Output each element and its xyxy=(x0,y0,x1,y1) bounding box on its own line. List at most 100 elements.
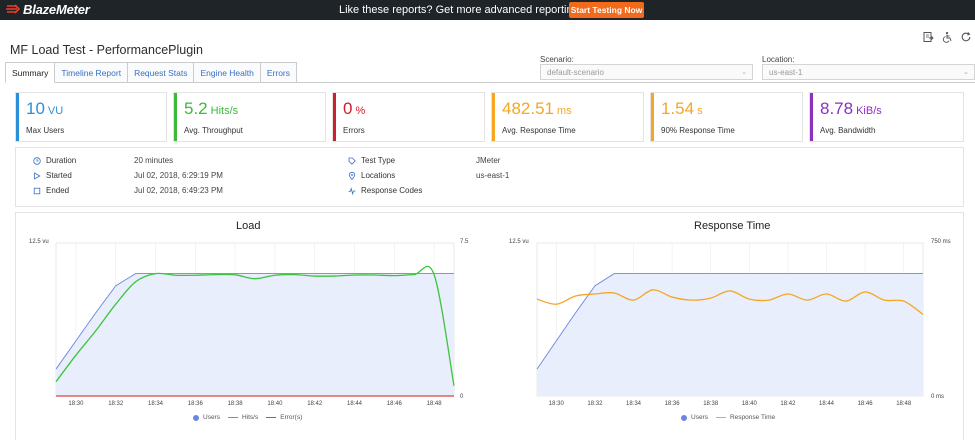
kpi-max-users: 10 VU Max Users xyxy=(15,92,167,142)
tab-engine-health[interactable]: Engine Health xyxy=(194,62,261,83)
started-value: Jul 02, 2018, 6:29:19 PM xyxy=(134,171,223,180)
brand-name: BlazeMeter xyxy=(23,2,90,17)
legend-item-errors[interactable]: Error(s) xyxy=(266,414,302,421)
x-tick-label: 18:42 xyxy=(780,401,796,407)
kpi-avg-throughput: 5.2 Hits/s Avg. Throughput xyxy=(173,92,326,142)
response-left-axis-label: 12.5 vu xyxy=(509,239,529,245)
legend-item-response-time[interactable]: Response Time xyxy=(715,414,775,421)
top-banner: BlazeMeter Like these reports? Get more … xyxy=(0,0,975,20)
scenario-label: Scenario: xyxy=(540,55,574,64)
tag-icon xyxy=(348,157,356,165)
started-label: Started xyxy=(46,171,72,180)
legend-label: Error(s) xyxy=(280,414,303,421)
location-pin-icon xyxy=(348,171,356,180)
kpi-unit: s xyxy=(697,105,703,117)
tab-request-stats[interactable]: Request Stats xyxy=(128,62,195,83)
legend-line xyxy=(715,416,726,419)
scenario-value: default-scenario xyxy=(547,68,604,77)
kpi-number: 10 xyxy=(26,99,45,118)
kpi-label: 90% Response Time xyxy=(661,126,735,135)
legend-dot xyxy=(681,414,687,421)
x-tick-label: 18:42 xyxy=(307,401,323,407)
promo-text: Like these reports? Get more advanced re… xyxy=(339,4,622,16)
brand-logo[interactable]: BlazeMeter xyxy=(6,2,90,17)
legend-item-users[interactable]: Users xyxy=(681,414,708,421)
logo-mark-icon xyxy=(6,3,20,14)
legend-item-hits[interactable]: Hits/s xyxy=(227,414,258,421)
kpi-number: 1.54 xyxy=(661,99,695,118)
kpi-number: 8.78 xyxy=(820,99,854,118)
kpi-accent xyxy=(16,93,19,141)
response-time-chart-legend: Users Response Time xyxy=(681,414,783,421)
legend-item-users[interactable]: Users xyxy=(193,414,220,421)
kpi-label: Avg. Bandwidth xyxy=(820,126,876,135)
stop-icon xyxy=(33,187,41,194)
x-tick-label: 18:30 xyxy=(549,401,565,407)
start-testing-button[interactable]: Start Testing Now xyxy=(569,2,644,18)
clock-icon xyxy=(33,156,41,165)
kpi-accent xyxy=(651,93,654,141)
refresh-icon[interactable] xyxy=(960,31,972,43)
test-type-row: Test Type xyxy=(348,156,395,165)
kpi-label: Avg. Throughput xyxy=(184,126,243,135)
kpi-value: 10 VU xyxy=(26,99,63,119)
series-area-users xyxy=(537,273,923,396)
kpi-unit: VU xyxy=(47,105,64,117)
series-line-users xyxy=(536,273,923,370)
report-icon[interactable] xyxy=(922,31,934,43)
x-tick-label: 18:32 xyxy=(108,401,124,407)
report-tabs: Summary Timeline Report Request Stats En… xyxy=(5,62,297,83)
series-line-hits-s xyxy=(55,265,455,386)
kpi-90-response-time: 1.54 s 90% Response Time xyxy=(650,92,803,142)
scenario-select[interactable]: default-scenario ⌄ xyxy=(540,64,753,80)
kpi-accent xyxy=(333,93,336,141)
response-time-chart[interactable]: 18:30 18:32 18:34 18:36 18:38 18:40 18:42 18:44… xyxy=(536,242,924,408)
legend-label: Users xyxy=(203,414,220,421)
x-tick-label: 18:40 xyxy=(267,401,283,407)
kpi-unit: ms xyxy=(557,105,572,117)
load-chart[interactable]: 18:30 18:32 18:34 18:36 18:38 18:40 18:42 18:44… xyxy=(55,242,455,408)
x-tick-label: 18:36 xyxy=(188,401,204,407)
load-right-axis-label: 7.5 xyxy=(460,239,469,245)
kpi-value: 482.51 ms xyxy=(502,99,572,119)
locations-label: Locations xyxy=(361,171,396,180)
location-select[interactable]: us-east-1 ⌄ xyxy=(762,64,975,80)
x-tick-label: 18:40 xyxy=(742,401,758,407)
kpi-avg-response-time: 482.51 ms Avg. Response Time xyxy=(491,92,644,142)
x-tick-label: 18:34 xyxy=(626,401,642,407)
accessibility-icon[interactable] xyxy=(941,31,953,43)
x-tick-label: 18:44 xyxy=(819,401,835,407)
ended-label: Ended xyxy=(46,186,70,195)
series-line-response-time xyxy=(536,289,924,315)
response-codes-label: Response Codes xyxy=(361,186,423,195)
location-value: us-east-1 xyxy=(769,68,803,77)
kpi-value: 8.78 KiB/s xyxy=(820,99,882,119)
kpi-value: 0% xyxy=(343,99,365,119)
load-chart-title: Load xyxy=(236,220,261,232)
x-tick-label: 18:38 xyxy=(703,401,719,407)
duration-value: 20 minutes xyxy=(134,156,174,165)
x-tick-label: 18:38 xyxy=(228,401,244,407)
ended-value: Jul 02, 2018, 6:49:23 PM xyxy=(134,186,223,195)
page-title: MF Load Test - PerformancePlugin xyxy=(10,43,203,57)
legend-dot xyxy=(193,414,199,421)
tab-summary[interactable]: Summary xyxy=(5,62,56,83)
load-right-axis-zero: 0 xyxy=(460,394,464,400)
chevron-down-icon: ⌄ xyxy=(963,69,969,76)
x-tick-label: 18:46 xyxy=(387,401,403,407)
tab-errors[interactable]: Errors xyxy=(260,62,297,83)
x-tick-label: 18:44 xyxy=(347,401,363,407)
kpi-unit: KiB/s xyxy=(856,105,882,117)
kpi-accent xyxy=(492,93,495,141)
locations-value: us-east-1 xyxy=(476,171,510,180)
legend-label: Users xyxy=(691,414,708,421)
x-tick-label: 18:48 xyxy=(427,401,443,407)
location-label: Location: xyxy=(762,55,795,64)
legend-line xyxy=(227,416,238,419)
x-tick-label: 18:48 xyxy=(896,401,912,407)
chevron-down-icon: ⌄ xyxy=(741,69,747,76)
tab-timeline-report[interactable]: Timeline Report xyxy=(55,62,129,83)
kpi-number: 482.51 xyxy=(502,99,554,118)
duration-row: Duration xyxy=(33,156,76,165)
play-icon xyxy=(34,171,41,180)
